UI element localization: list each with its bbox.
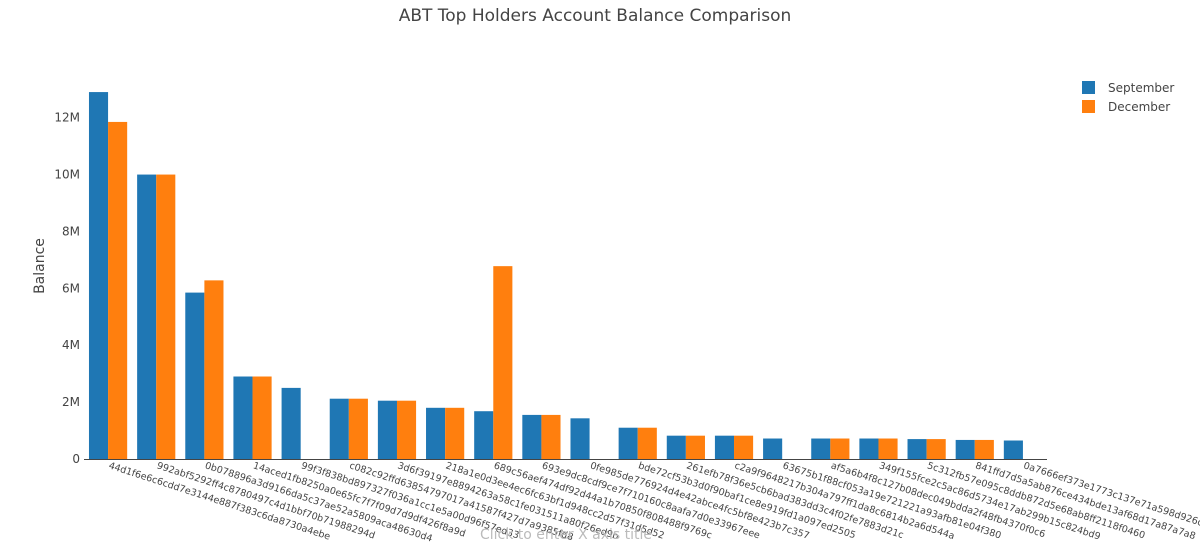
bar-december-13[interactable]: [734, 435, 754, 459]
bar-september-14[interactable]: [763, 438, 783, 459]
legend-swatch-september[interactable]: [1082, 81, 1095, 94]
bar-december-18[interactable]: [974, 439, 994, 459]
bar-december-17[interactable]: [926, 439, 946, 459]
bar-december-7[interactable]: [445, 407, 465, 459]
y-tick-label: 4M: [62, 338, 80, 352]
bar-september-0[interactable]: [88, 92, 109, 459]
bar-september-6[interactable]: [377, 400, 397, 459]
bar-december-1[interactable]: [156, 174, 176, 459]
chart-title: ABT Top Holders Account Balance Comparis…: [399, 6, 792, 26]
legend: September December: [1082, 81, 1174, 114]
bar-september-4[interactable]: [281, 387, 301, 459]
y-tick-label: 12M: [54, 111, 80, 125]
bar-september-12[interactable]: [666, 435, 686, 459]
bar-september-19[interactable]: [1003, 440, 1023, 459]
bar-september-1[interactable]: [137, 174, 157, 459]
bar-december-3[interactable]: [252, 376, 272, 459]
bar-december-16[interactable]: [878, 438, 898, 459]
bar-september-18[interactable]: [955, 439, 975, 459]
y-tick-label: 0: [72, 452, 80, 466]
y-tick-label: 8M: [62, 224, 80, 238]
bar-september-11[interactable]: [618, 427, 638, 459]
bar-december-5[interactable]: [348, 398, 368, 459]
x-axis-title-placeholder[interactable]: Click to enter X axis title: [480, 527, 652, 543]
legend-label-december[interactable]: December: [1108, 100, 1170, 114]
bar-september-8[interactable]: [474, 411, 494, 459]
y-tick-label: 2M: [62, 395, 80, 409]
bar-december-11[interactable]: [637, 427, 657, 459]
bar-december-6[interactable]: [396, 400, 417, 459]
bar-december-15[interactable]: [830, 438, 850, 459]
bar-december-2[interactable]: [204, 280, 224, 459]
legend-label-september[interactable]: September: [1108, 81, 1174, 95]
bar-september-10[interactable]: [570, 418, 590, 459]
bar-december-9[interactable]: [541, 414, 561, 459]
bar-september-3[interactable]: [233, 376, 253, 459]
y-tick-label: 6M: [62, 281, 80, 295]
y-axis: 0 2M 4M 6M 8M 10M 12M: [54, 111, 80, 466]
bar-december-12[interactable]: [685, 435, 705, 459]
bar-september-16[interactable]: [859, 438, 879, 459]
y-tick-label: 10M: [54, 168, 80, 182]
bar-september-13[interactable]: [714, 435, 735, 459]
y-axis-label: Balance: [32, 238, 48, 294]
bar-september-9[interactable]: [522, 414, 542, 459]
bar-september-5[interactable]: [329, 398, 349, 459]
bar-september-15[interactable]: [811, 438, 831, 459]
bar-september-17[interactable]: [907, 439, 927, 459]
bar-december-0[interactable]: [108, 121, 128, 460]
legend-swatch-december[interactable]: [1082, 100, 1095, 113]
bar-december-8[interactable]: [493, 266, 513, 459]
bar-september-2[interactable]: [185, 292, 205, 459]
bars-group: [88, 92, 1023, 460]
bar-september-7[interactable]: [426, 407, 446, 459]
